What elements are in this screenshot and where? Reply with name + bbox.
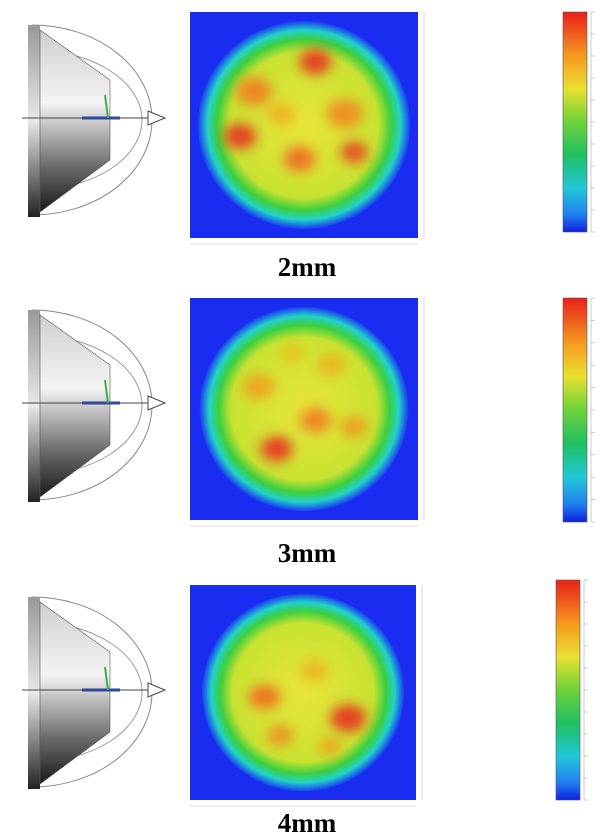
hot-spot <box>267 725 294 746</box>
hot-spot <box>340 141 367 163</box>
hot-spot <box>299 408 331 433</box>
hot-spot <box>318 354 345 375</box>
color-bar-fill <box>556 580 580 800</box>
light-spot <box>200 307 409 512</box>
lens-drawing <box>22 25 165 217</box>
lens-rim <box>28 597 40 789</box>
lens-body <box>40 30 110 212</box>
hot-spot <box>301 661 328 682</box>
page: {"panels": [{"label": "2mm"}, {"label": … <box>0 0 614 837</box>
hot-spot <box>236 77 272 106</box>
panel-label: 4mm <box>278 808 337 837</box>
hot-spot <box>242 374 274 399</box>
axis-arrow <box>148 396 165 410</box>
hot-spot <box>261 437 293 462</box>
panel-label: 2mm <box>278 252 337 282</box>
hot-spot <box>319 738 342 755</box>
hot-spot <box>283 146 315 171</box>
color-bar-fill <box>563 12 587 232</box>
lens-body <box>40 602 110 784</box>
lens-drawing <box>22 597 165 789</box>
axis-arrow <box>148 683 165 697</box>
figure: 2mm 3mm 4mm <box>0 0 614 837</box>
heat-map <box>190 298 424 526</box>
panel-row: 2mm <box>22 12 595 282</box>
lens-rim <box>28 310 40 502</box>
color-bar <box>563 298 595 522</box>
hot-spot <box>268 103 295 125</box>
heat-map <box>190 585 422 806</box>
panel-label: 3mm <box>278 538 337 568</box>
lens-drawing <box>22 310 165 502</box>
panel-row: 4mm <box>22 580 588 837</box>
axis-arrow <box>148 111 165 125</box>
panel-row: 3mm <box>22 298 595 568</box>
light-spot <box>198 21 410 229</box>
lens-rim <box>28 25 40 217</box>
hot-spot <box>224 124 256 149</box>
hot-spot <box>327 99 363 128</box>
hot-spot <box>281 345 304 363</box>
color-bar-fill <box>563 298 587 522</box>
lens-body <box>40 315 110 497</box>
color-bar <box>563 12 595 232</box>
heat-map <box>190 12 424 244</box>
light-spot <box>202 593 404 791</box>
hot-spot <box>249 685 281 709</box>
hot-spot <box>340 416 367 437</box>
color-bar <box>556 580 588 800</box>
hot-spot <box>330 705 366 733</box>
hot-spot <box>299 49 331 74</box>
